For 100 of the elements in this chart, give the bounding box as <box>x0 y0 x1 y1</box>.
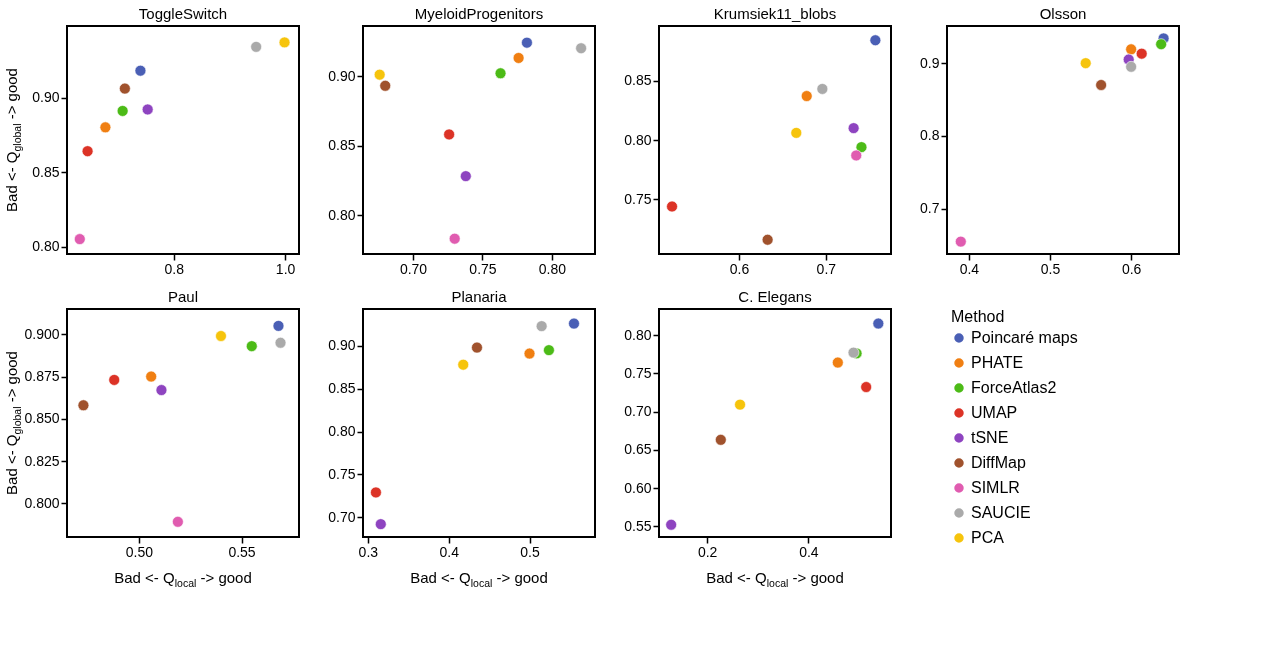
x-tick-label: 0.5 <box>1040 260 1061 277</box>
point <box>274 337 287 349</box>
y-tick-label: 0.70 <box>624 403 652 420</box>
point <box>568 317 580 330</box>
point <box>521 36 533 49</box>
point <box>443 128 455 141</box>
point <box>832 356 844 369</box>
point <box>523 347 536 360</box>
x-tick-label: 0.7 <box>816 260 837 277</box>
point <box>800 90 813 102</box>
point <box>278 36 291 49</box>
point <box>108 374 120 386</box>
point <box>734 398 746 411</box>
point <box>119 82 131 95</box>
y-tick-label: 0.85 <box>328 380 356 397</box>
point <box>141 103 154 116</box>
point <box>1125 43 1137 56</box>
point <box>1079 57 1092 69</box>
y-tick-label: 0.55 <box>624 517 652 534</box>
chart-title: Planaria <box>451 288 508 305</box>
legend-label: SAUCIE <box>971 504 1031 521</box>
y-tick-label: 0.85 <box>32 163 60 180</box>
point <box>575 42 587 55</box>
point <box>955 235 967 248</box>
legend-label: PHATE <box>971 354 1024 371</box>
y-tick-label: 0.90 <box>328 337 356 354</box>
y-tick-label: 0.65 <box>624 441 652 458</box>
y-tick-label: 0.70 <box>328 508 356 525</box>
y-tick-label: 0.80 <box>328 423 356 440</box>
y-tick-label: 0.900 <box>24 325 60 342</box>
point <box>816 83 829 95</box>
point <box>155 384 168 396</box>
chart-title: MyeloidProgenitors <box>414 5 544 22</box>
point <box>872 317 885 330</box>
point <box>379 80 391 92</box>
point <box>74 233 86 245</box>
legend-label: ForceAtlas2 <box>971 379 1057 396</box>
point <box>1125 61 1137 73</box>
x-tick-label: 0.3 <box>358 543 379 560</box>
point <box>272 320 285 332</box>
x-tick-label: 1.0 <box>275 260 296 277</box>
y-tick-label: 0.80 <box>624 326 652 343</box>
point <box>850 149 863 162</box>
point <box>116 105 129 117</box>
legend-label: tSNE <box>971 429 1009 446</box>
chart-title: C. Elegans <box>738 288 812 305</box>
point <box>1095 79 1107 91</box>
y-tick-label: 0.75 <box>624 190 652 207</box>
point <box>860 381 872 393</box>
y-tick-label: 0.850 <box>24 410 60 427</box>
point <box>81 145 94 157</box>
y-tick-label: 0.7 <box>920 200 940 217</box>
y-tick-label: 0.90 <box>32 89 60 106</box>
point <box>448 232 461 245</box>
x-tick-label: 0.6 <box>729 260 750 277</box>
y-tick-label: 0.8 <box>920 127 940 144</box>
y-tick-label: 0.60 <box>624 479 652 496</box>
y-tick-label: 0.75 <box>328 465 356 482</box>
chart-title: ToggleSwitch <box>138 5 228 22</box>
point <box>457 358 470 371</box>
point <box>535 320 548 332</box>
point <box>869 34 882 47</box>
x-tick-label: 0.2 <box>697 543 718 560</box>
x-tick-label: 0.50 <box>125 543 154 560</box>
point <box>761 233 774 246</box>
x-tick-label: 0.80 <box>538 260 567 277</box>
x-tick-label: 0.4 <box>799 543 819 560</box>
point <box>512 52 525 64</box>
y-tick-label: 0.90 <box>328 67 356 84</box>
point <box>790 127 803 139</box>
x-tick-label: 0.4 <box>959 260 980 277</box>
chart-title: Krumsiek11_blobs <box>713 5 837 22</box>
point <box>666 200 678 213</box>
x-tick-label: 0.8 <box>164 260 185 277</box>
point <box>847 122 860 134</box>
point <box>373 68 386 81</box>
legend-label: DiffMap <box>971 454 1026 471</box>
y-tick-label: 0.825 <box>24 452 60 469</box>
legend-label: Poincaré maps <box>971 329 1078 346</box>
x-tick-label: 0.5 <box>520 543 540 560</box>
x-tick-label: 0.70 <box>399 260 428 277</box>
legend-title: Method <box>951 308 1005 325</box>
legend-label: PCA <box>971 529 1005 546</box>
chart-title: Olsson <box>1039 5 1087 22</box>
y-axis-title: Bad <- Qglobal -> good <box>3 351 23 495</box>
point <box>471 341 483 354</box>
x-tick-label: 0.55 <box>228 543 256 560</box>
y-tick-label: 0.80 <box>328 206 356 223</box>
point <box>215 330 227 342</box>
point <box>665 518 677 531</box>
legend-label: UMAP <box>971 404 1018 421</box>
y-tick-label: 0.85 <box>624 72 652 89</box>
point <box>134 64 147 77</box>
x-tick-label: 0.75 <box>469 260 497 277</box>
y-tick-label: 0.80 <box>32 238 60 255</box>
point <box>1135 47 1148 60</box>
point <box>715 434 727 446</box>
y-tick-label: 0.75 <box>624 364 652 381</box>
point <box>494 67 507 80</box>
chart-title: Paul <box>167 288 199 305</box>
